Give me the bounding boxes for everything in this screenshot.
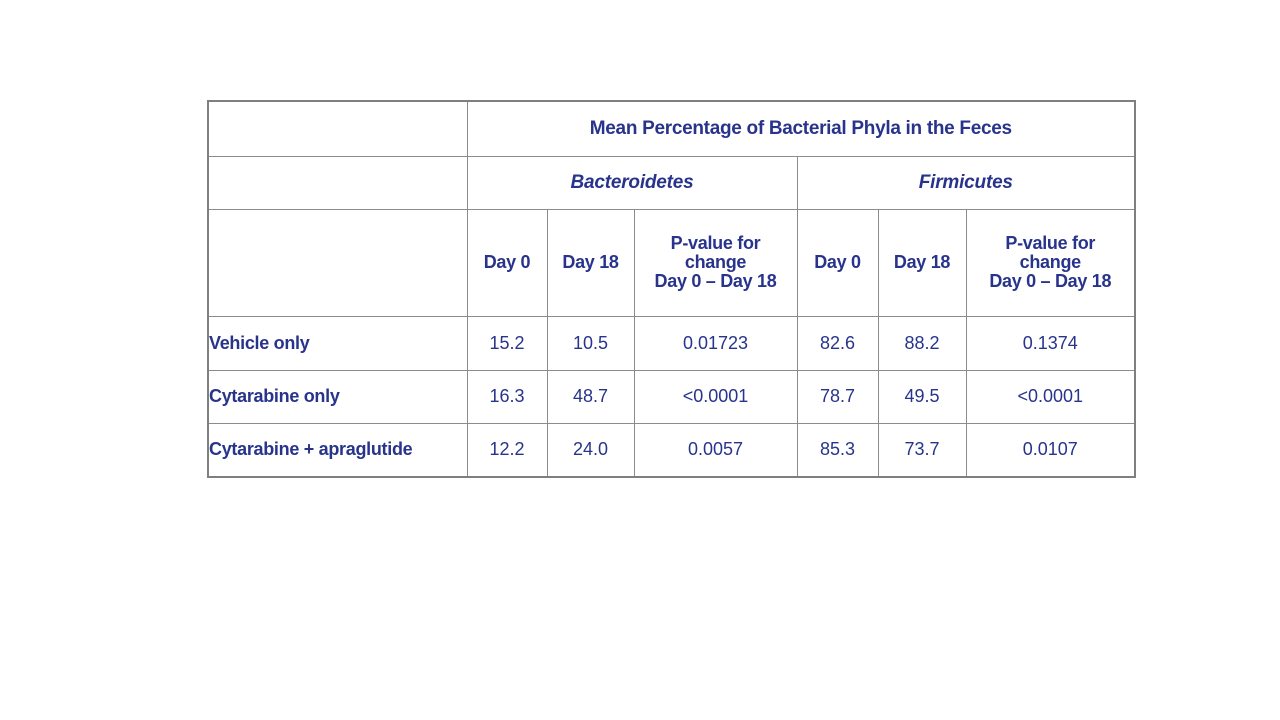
data-cell: 0.0107 — [965, 422, 1136, 478]
group-header-firmicutes: Firmicutes — [796, 155, 1136, 210]
pvalue-header-line-2: change — [1019, 252, 1082, 272]
pvalue-header-line-3: Day 0 – Day 18 — [989, 271, 1112, 291]
pvalue-header-line-1: P-value for — [1005, 233, 1096, 253]
data-cell: 10.5 — [546, 315, 635, 371]
empty-corner-cell — [207, 100, 468, 157]
column-header-pvalue-firmicutes: P-value for change Day 0 – Day 18 — [965, 208, 1136, 317]
data-cell: 73.7 — [877, 422, 967, 478]
table-row-cytarabine-apraglutide: Cytarabine + apraglutide 12.2 24.0 0.005… — [207, 422, 1136, 478]
data-cell: 24.0 — [546, 422, 635, 478]
data-cell: 85.3 — [796, 422, 879, 478]
row-label: Cytarabine only — [207, 369, 468, 424]
data-cell: <0.0001 — [965, 369, 1136, 424]
table-row-cytarabine-only: Cytarabine only 16.3 48.7 <0.0001 78.7 4… — [207, 369, 1136, 424]
column-header-day0-firmicutes: Day 0 — [796, 208, 879, 317]
table-row-column-headers: Day 0 Day 18 P-value for change Day 0 – … — [207, 208, 1136, 317]
data-cell: 15.2 — [466, 315, 548, 371]
group-header-bacteroidetes: Bacteroidetes — [466, 155, 798, 210]
data-cell: 88.2 — [877, 315, 967, 371]
bacterial-phyla-table: Mean Percentage of Bacterial Phyla in th… — [207, 100, 1137, 478]
data-cell: <0.0001 — [633, 369, 798, 424]
data-cell: 48.7 — [546, 369, 635, 424]
data-cell: 0.0057 — [633, 422, 798, 478]
table-row-title: Mean Percentage of Bacterial Phyla in th… — [207, 100, 1136, 157]
pvalue-header-line-1: P-value for — [670, 233, 761, 253]
data-cell: 0.01723 — [633, 315, 798, 371]
column-header-day18-bacteroidetes: Day 18 — [546, 208, 635, 317]
empty-cell — [207, 155, 468, 210]
data-cell: 12.2 — [466, 422, 548, 478]
column-header-day18-firmicutes: Day 18 — [877, 208, 967, 317]
table-row-vehicle-only: Vehicle only 15.2 10.5 0.01723 82.6 88.2… — [207, 315, 1136, 371]
row-label: Cytarabine + apraglutide — [207, 422, 468, 478]
empty-cell — [207, 208, 468, 317]
row-label: Vehicle only — [207, 315, 468, 371]
pvalue-header-line-3: Day 0 – Day 18 — [654, 271, 777, 291]
pvalue-header-line-2: change — [684, 252, 747, 272]
column-header-pvalue-bacteroidetes: P-value for change Day 0 – Day 18 — [633, 208, 798, 317]
data-cell: 82.6 — [796, 315, 879, 371]
column-header-day0-bacteroidetes: Day 0 — [466, 208, 548, 317]
table-title: Mean Percentage of Bacterial Phyla in th… — [466, 100, 1136, 157]
data-cell: 49.5 — [877, 369, 967, 424]
table-row-groups: Bacteroidetes Firmicutes — [207, 155, 1136, 210]
data-cell: 78.7 — [796, 369, 879, 424]
data-cell: 16.3 — [466, 369, 548, 424]
data-cell: 0.1374 — [965, 315, 1136, 371]
